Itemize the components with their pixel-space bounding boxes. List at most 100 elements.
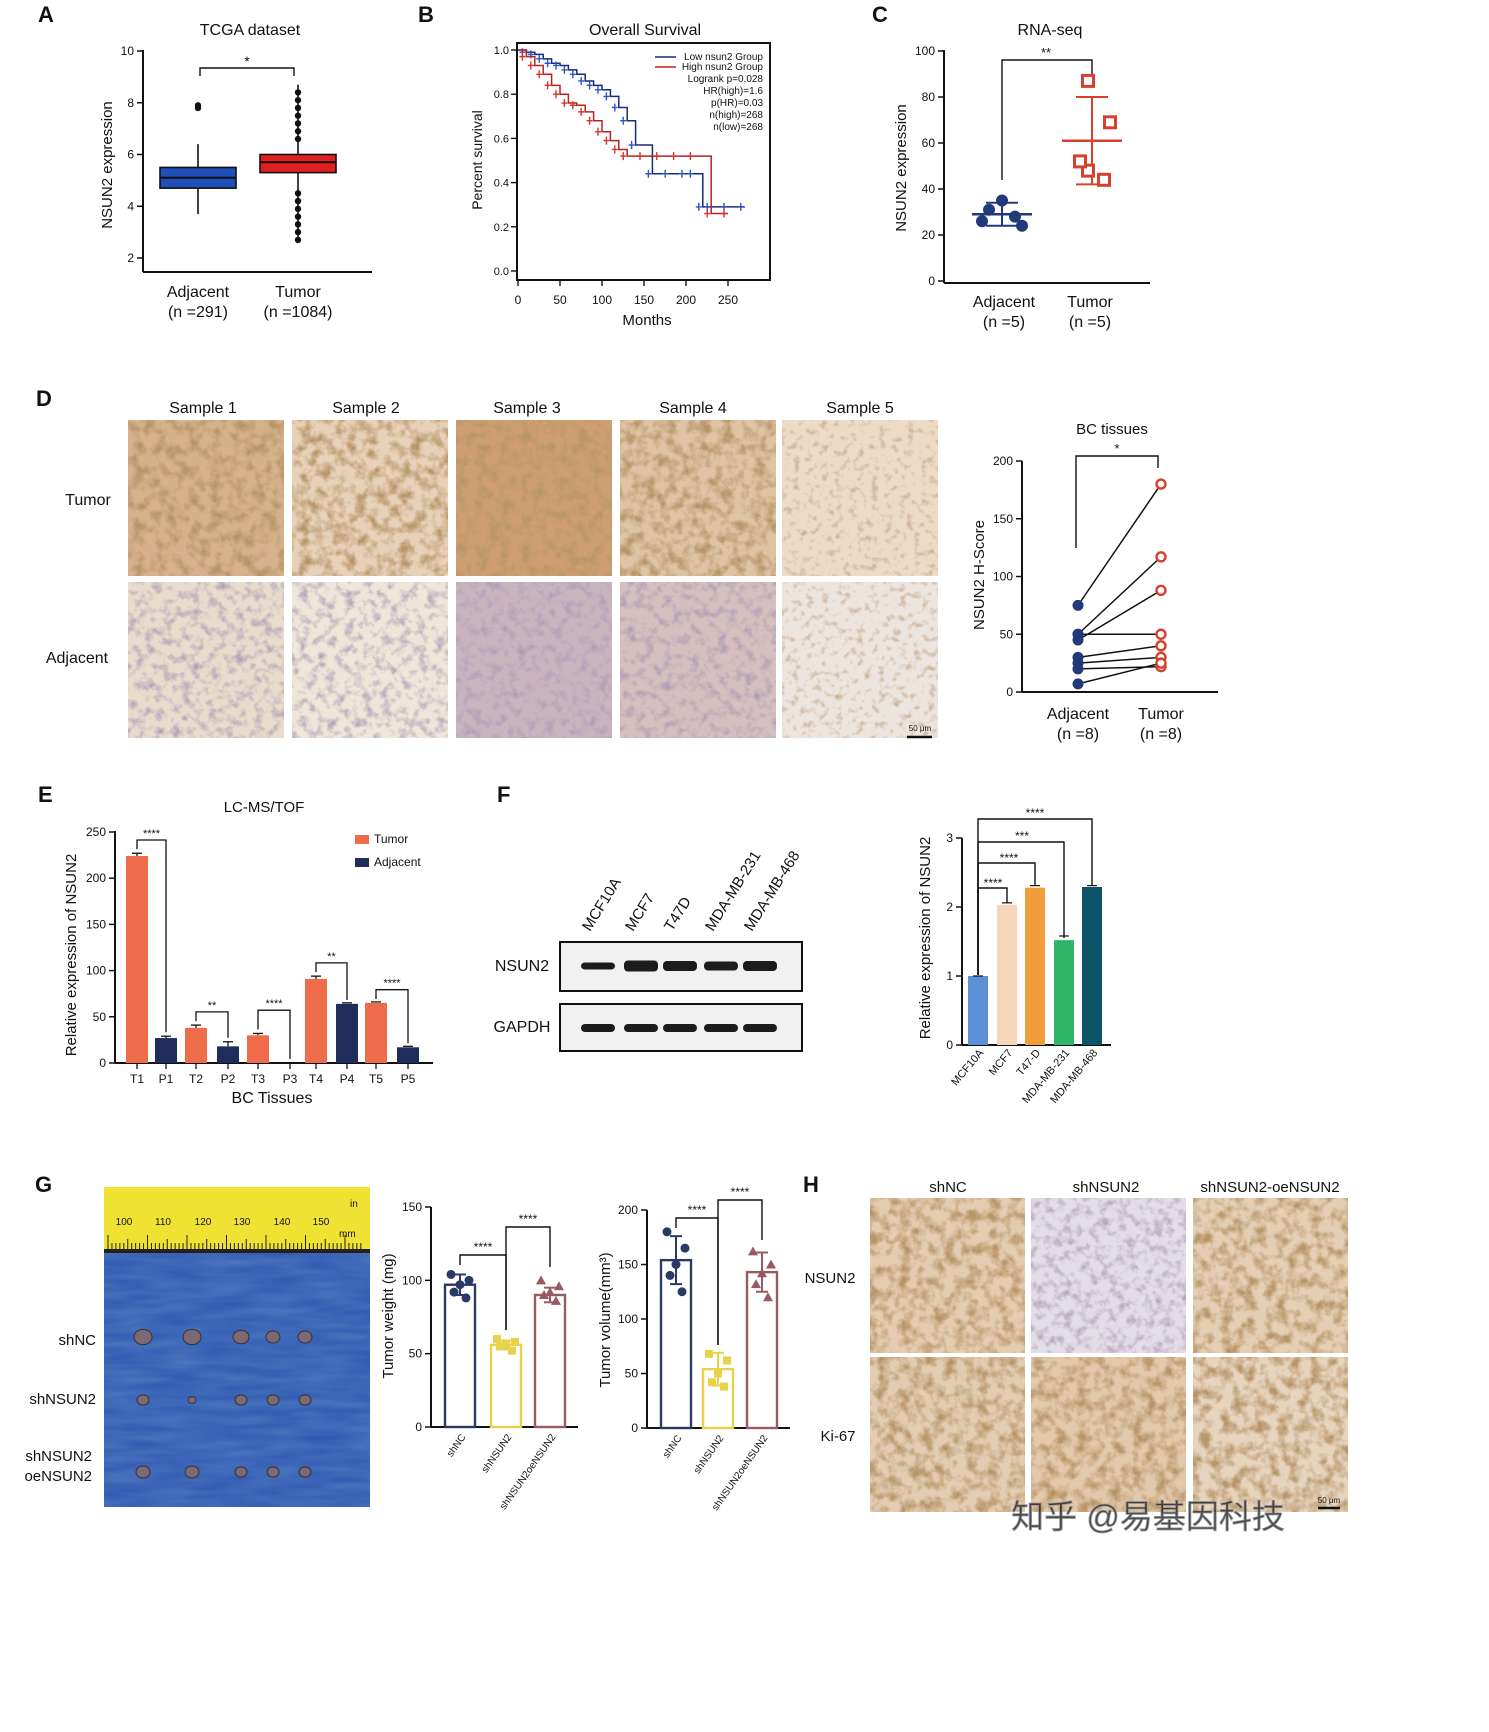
- panel-g-weight-point: [551, 1295, 561, 1305]
- box-body: [259, 153, 337, 174]
- panel-g-tumor: [266, 1394, 280, 1406]
- panel-g-volume-x-label: shNC: [661, 1433, 684, 1460]
- panel-g-ruler-110: 110: [155, 1217, 171, 1228]
- panel-g-row-shnc: shNC: [58, 1332, 96, 1349]
- panel-a-group-1-n: (n =291): [168, 304, 228, 321]
- panel-f-y-tick-label: 2: [946, 900, 953, 914]
- panel-b-stat-nlow: n(low)=268: [713, 122, 763, 133]
- box-outlier-point: [294, 120, 302, 127]
- panel-g-volume-y-tick-label: 0: [631, 1421, 638, 1435]
- panel-h: shNC shNSUN2 shNSUN2-oeNSUN2 NSUN2 Ki-67…: [805, 1179, 1348, 1535]
- panel-g-volume-x-label: shNSUN2: [692, 1433, 727, 1476]
- panel-f-band-nsun2: [581, 962, 615, 970]
- panel-b-censor-mark: [578, 107, 585, 116]
- panel-g-tumor: [232, 1329, 250, 1345]
- panel-letter-h: H: [803, 1172, 819, 1197]
- panel-c-y-ticks: 0 20 40 60 80 100: [915, 44, 944, 288]
- panel-g-weight-point: [461, 1293, 471, 1303]
- ihc-tile-texture: [128, 582, 284, 738]
- panel-c-point: [1073, 154, 1087, 169]
- panel-letter-g: G: [35, 1172, 52, 1197]
- panel-g-volume-bar: [745, 1270, 779, 1430]
- panel-d-tumor-point: [1155, 584, 1167, 597]
- panel-f-sig-4: ****: [1026, 806, 1045, 820]
- panel-b-y-tick-label: 0.0: [494, 266, 509, 278]
- panel-c-point: [996, 194, 1008, 207]
- panel-g-tumor: [298, 1466, 312, 1478]
- panel-h-row-ki67: Ki-67: [820, 1428, 855, 1445]
- panel-b-xlabel: Months: [622, 312, 671, 329]
- panel-e-sig-label: ****: [143, 828, 161, 840]
- panel-b-censor-mark: [595, 127, 601, 136]
- panel-b-censor-mark: [628, 141, 635, 150]
- panel-b-censor-mark: [603, 92, 610, 101]
- box-outlier-point: [294, 128, 302, 135]
- panel-a-y-tick-label: 8: [127, 96, 134, 110]
- panel-g-volume-point: [720, 1382, 728, 1391]
- panel-e-bar: [365, 1002, 387, 1063]
- panel-g-tumor: [136, 1394, 150, 1406]
- panel-b-censor-mark: [737, 202, 744, 211]
- panel-b-censor-mark: [595, 85, 601, 94]
- box-outlier-point: [294, 197, 302, 205]
- panel-e-y-tick-label: 200: [86, 871, 106, 885]
- panel-g-weight-point: [446, 1269, 456, 1279]
- panel-g-weight-y-tick-label: 100: [402, 1273, 422, 1287]
- panel-e-xlabel: BC Tissues: [232, 1090, 313, 1107]
- ihc-tile-texture: [456, 582, 612, 738]
- panel-letter-a: A: [38, 2, 54, 27]
- panel-b-censor-mark: [645, 169, 652, 178]
- panel-c: RNA-seq NSUN2 expression 0 20 40 60 80 100 **…: [893, 22, 1150, 331]
- panel-e-x-tick-label: T2: [189, 1072, 203, 1086]
- panel-g-weight-point: [493, 1335, 501, 1343]
- panel-b-censor-mark: [544, 81, 551, 90]
- panel-b-ticks: 0.0 0.2 0.4 0.6 0.8 1.0 0 50 100 150 200 250: [494, 45, 739, 307]
- panel-h-ihc-tile-texture: [1193, 1198, 1348, 1353]
- panel-h-col-shnsun2: shNSUN2: [1073, 1179, 1140, 1196]
- panel-b-x-tick-label: 150: [634, 293, 654, 307]
- panel-c-group-1-name: Adjacent: [973, 294, 1036, 311]
- panel-h-scale-label: 50 μm: [1318, 1496, 1341, 1505]
- panel-g-volume-point: [705, 1349, 713, 1358]
- panel-e-x-tick-label: T5: [369, 1072, 383, 1086]
- panel-a-y-tick-label: 2: [127, 251, 134, 265]
- panel-letters: A B C D E F G H: [35, 2, 888, 1197]
- panel-c-y-tick-label: 80: [922, 90, 936, 104]
- panel-f-y-tick-label: 0: [946, 1038, 953, 1052]
- panel-g-weight-y-ticks: 0 50 100 150: [402, 1200, 431, 1434]
- panel-c-point: [1081, 73, 1095, 88]
- panel-e-sig-label: ****: [383, 978, 401, 990]
- panel-g-ruler-unit-mm: mm: [339, 1229, 356, 1240]
- panel-d-adjacent-point: [1072, 599, 1084, 611]
- panel-g-weight-y-tick-label: 50: [409, 1347, 423, 1361]
- panel-g-weight-point: [539, 1290, 549, 1299]
- panel-f-band-nsun2: [663, 961, 697, 971]
- panel-g-photo: 100 110 120 130 140 150 in mm shNC shNSU…: [24, 1187, 370, 1507]
- panel-g-volume-y-tick-label: 150: [618, 1258, 638, 1272]
- panel-b-x-tick-label: 0: [515, 293, 522, 307]
- panel-b-censor-mark: [536, 70, 543, 79]
- panel-letter-e: E: [38, 782, 53, 807]
- panel-d-y-tick-label: 200: [993, 454, 1013, 468]
- panel-b-censor-mark: [544, 59, 551, 68]
- panel-h-watermark: 知乎 @易基因科技: [1011, 1498, 1285, 1535]
- panel-d-ylabel: NSUN2 H-Score: [971, 520, 988, 630]
- panel-b-censor-mark: [637, 152, 643, 161]
- panel-d-chart-title: BC tissues: [1076, 421, 1148, 438]
- panel-f-y-ticks: 0 1 2 3: [946, 831, 962, 1052]
- panel-d-tumor-point: [1155, 657, 1167, 669]
- panel-g-volume-sig-1: ****: [688, 1203, 707, 1217]
- panel-d-tumor-point: [1155, 478, 1167, 490]
- panel-e-x-tick-label: T4: [309, 1072, 323, 1086]
- panel-e-bar: [126, 856, 148, 1063]
- panel-e-x-tick-label: P1: [159, 1072, 174, 1086]
- panel-b-y-tick-label: 0.4: [494, 178, 509, 190]
- panel-b-stat-nhigh: n(high)=268: [709, 110, 763, 121]
- panel-f-band-nsun2: [704, 961, 738, 971]
- panel-g-tumor: [182, 1328, 202, 1346]
- panel-f-x-label: MCF10A: [949, 1047, 987, 1088]
- panel-letter-d: D: [36, 386, 52, 411]
- panel-f-band-nsun2: [743, 961, 777, 971]
- box-outlier-point: [294, 205, 302, 213]
